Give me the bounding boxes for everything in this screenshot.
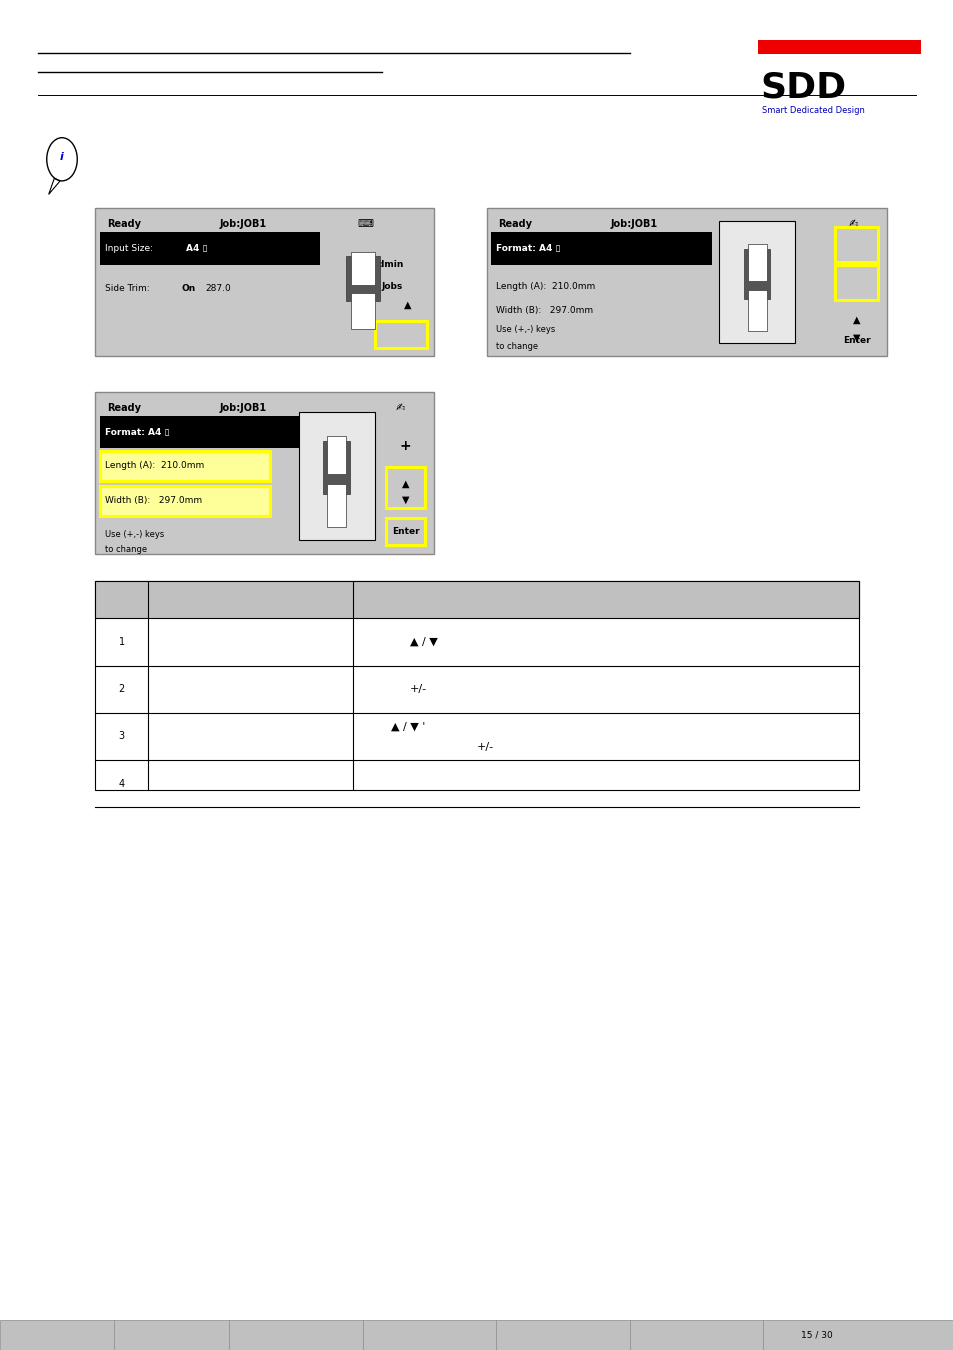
FancyBboxPatch shape bbox=[386, 467, 424, 508]
Bar bbox=[327, 483, 346, 528]
Text: On: On bbox=[181, 285, 195, 293]
Bar bbox=[351, 252, 375, 285]
FancyBboxPatch shape bbox=[100, 451, 269, 481]
Text: ⌨: ⌨ bbox=[357, 219, 374, 230]
Bar bbox=[95, 580, 858, 790]
Bar bbox=[298, 412, 375, 540]
Text: +/-: +/- bbox=[476, 741, 494, 752]
Text: Use (+,-) keys: Use (+,-) keys bbox=[496, 325, 555, 333]
Bar bbox=[719, 221, 795, 343]
Bar bbox=[95, 392, 434, 554]
Text: 1: 1 bbox=[118, 637, 125, 647]
Text: to change: to change bbox=[496, 343, 537, 351]
Bar bbox=[351, 293, 375, 329]
FancyBboxPatch shape bbox=[834, 265, 877, 300]
Bar bbox=[346, 256, 379, 301]
Text: Use (+,-) keys: Use (+,-) keys bbox=[105, 531, 164, 539]
FancyBboxPatch shape bbox=[834, 227, 877, 262]
FancyBboxPatch shape bbox=[375, 321, 427, 348]
Text: Job:JOB1: Job:JOB1 bbox=[219, 219, 266, 230]
Text: 4: 4 bbox=[118, 779, 125, 788]
Text: ✍: ✍ bbox=[848, 219, 858, 230]
Text: Ready: Ready bbox=[107, 219, 141, 230]
Text: 15 / 30: 15 / 30 bbox=[801, 1331, 832, 1339]
Text: +/-: +/- bbox=[410, 684, 427, 694]
Text: Jobs: Jobs bbox=[381, 282, 402, 290]
Bar bbox=[95, 208, 434, 356]
Bar bbox=[100, 416, 303, 448]
Text: Width (B):   297.0mm: Width (B): 297.0mm bbox=[496, 306, 593, 315]
Text: ▲ / ▼: ▲ / ▼ bbox=[410, 637, 437, 647]
Text: SDD: SDD bbox=[760, 70, 845, 105]
Text: Length (A):  210.0mm: Length (A): 210.0mm bbox=[105, 462, 204, 470]
Text: Format: A4 ▯: Format: A4 ▯ bbox=[105, 428, 170, 436]
Text: Ready: Ready bbox=[497, 219, 532, 230]
Text: A4 ▯: A4 ▯ bbox=[186, 244, 208, 252]
Text: Smart Dedicated Design: Smart Dedicated Design bbox=[761, 107, 864, 115]
Text: ▲: ▲ bbox=[852, 315, 860, 325]
Text: ▲: ▲ bbox=[401, 478, 409, 489]
Polygon shape bbox=[49, 178, 60, 194]
Text: i: i bbox=[60, 151, 64, 162]
Text: ▲: ▲ bbox=[403, 300, 411, 310]
Text: +: + bbox=[849, 238, 862, 254]
Bar bbox=[100, 232, 320, 265]
FancyBboxPatch shape bbox=[100, 486, 269, 516]
Text: Admin: Admin bbox=[372, 261, 404, 269]
Text: Ready: Ready bbox=[107, 402, 141, 413]
Bar bbox=[491, 232, 711, 265]
Text: Width (B):   297.0mm: Width (B): 297.0mm bbox=[105, 497, 202, 505]
Text: -: - bbox=[402, 463, 408, 477]
Text: to change: to change bbox=[105, 545, 147, 554]
Bar bbox=[323, 440, 350, 494]
Text: ▼: ▼ bbox=[401, 494, 409, 505]
Text: Job:JOB1: Job:JOB1 bbox=[219, 402, 266, 413]
Bar bbox=[747, 244, 766, 281]
Text: Enter: Enter bbox=[392, 528, 418, 536]
Text: Enter: Enter bbox=[388, 331, 415, 339]
Text: 3: 3 bbox=[118, 732, 125, 741]
Bar bbox=[95, 580, 858, 618]
Text: Input Size:: Input Size: bbox=[105, 244, 152, 252]
Text: Format: A4 ▯: Format: A4 ▯ bbox=[496, 244, 560, 252]
Text: Side Trim:: Side Trim: bbox=[105, 285, 150, 293]
Bar bbox=[743, 248, 770, 298]
Text: +: + bbox=[399, 439, 411, 452]
Bar bbox=[327, 436, 346, 474]
Text: -: - bbox=[853, 275, 859, 292]
Bar bbox=[486, 208, 886, 356]
Text: ▼: ▼ bbox=[852, 332, 860, 343]
Text: ✍: ✍ bbox=[395, 402, 405, 413]
Text: ▼: ▼ bbox=[403, 319, 411, 329]
Text: ▲ / ▼ ': ▲ / ▼ ' bbox=[391, 722, 425, 732]
Bar bbox=[747, 290, 766, 331]
FancyBboxPatch shape bbox=[386, 518, 424, 545]
Text: Job:JOB1: Job:JOB1 bbox=[610, 219, 657, 230]
Text: Length (A):  210.0mm: Length (A): 210.0mm bbox=[496, 282, 595, 290]
Bar bbox=[0, 1320, 953, 1350]
Text: 287.0: 287.0 bbox=[205, 285, 231, 293]
Text: 2: 2 bbox=[118, 684, 125, 694]
Bar bbox=[758, 40, 920, 54]
Text: Enter: Enter bbox=[842, 336, 869, 344]
